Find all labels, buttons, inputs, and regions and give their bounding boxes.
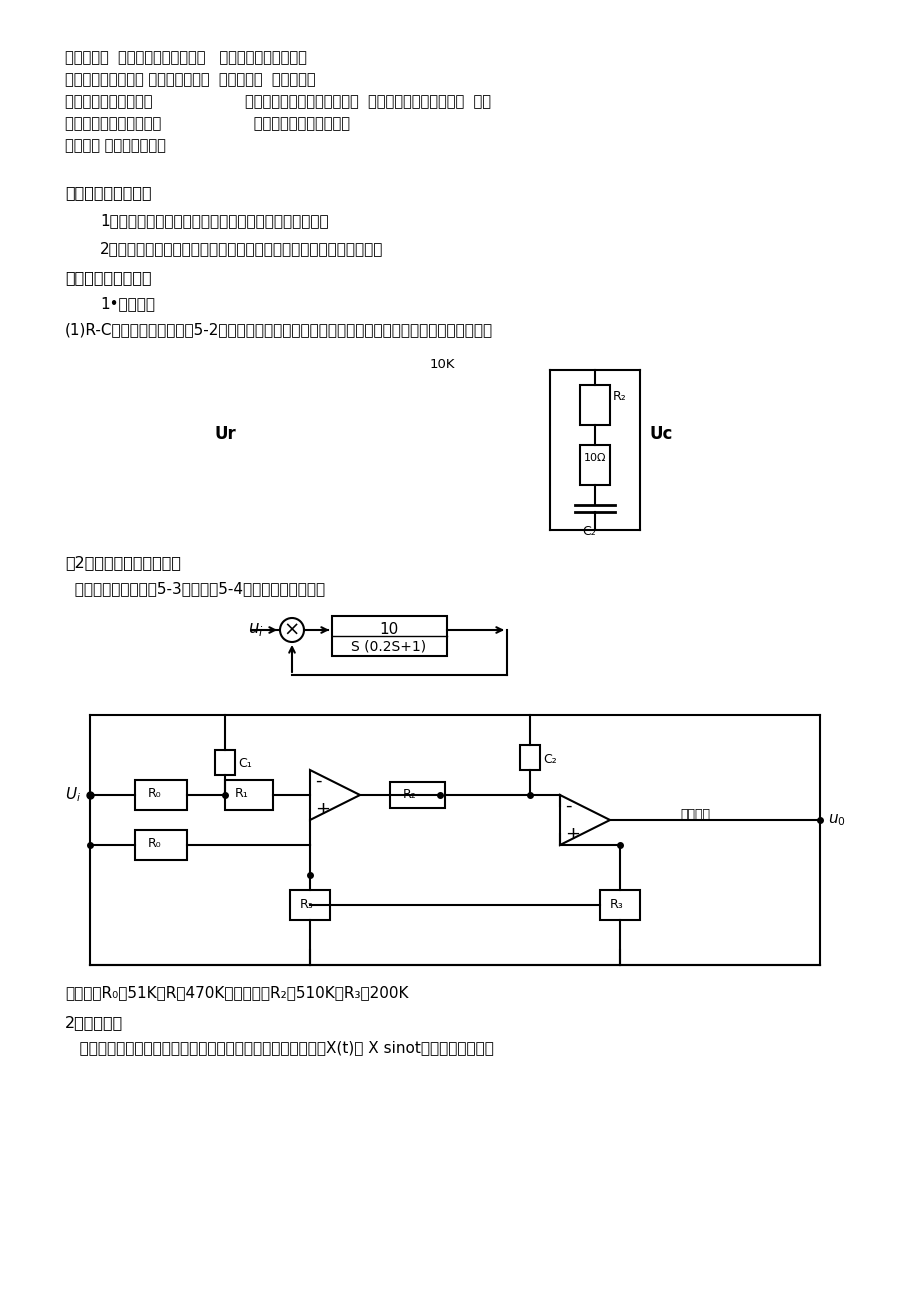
Text: +: + — [314, 799, 330, 818]
Text: （必填）五、实验数据记                    实验结果与分析（必填）: （必填）五、实验数据记 实验结果与分析（必填） — [65, 116, 349, 132]
Text: 二、实验内容和原理: 二、实验内容和原理 — [65, 270, 152, 285]
Text: R₃: R₃ — [609, 898, 623, 911]
Text: ×: × — [283, 621, 300, 639]
Text: Uc: Uc — [650, 424, 673, 443]
Text: 接示波器: 接示波器 — [679, 809, 709, 822]
Text: +: + — [564, 825, 579, 842]
Text: $u_i$: $u_i$ — [248, 620, 264, 638]
Text: -: - — [564, 797, 571, 815]
Text: 对于稳定的线性定常系统或环节，当其输入端加入一正弦信号X(t)＝ X sinot，它的稳态输出是: 对于稳定的线性定常系统或环节，当其输入端加入一正弦信号X(t)＝ X sinot… — [65, 1040, 494, 1055]
Text: R₁: R₁ — [234, 786, 248, 799]
Text: S (0.2S+1): S (0.2S+1) — [351, 641, 426, 654]
Bar — [599, 891, 640, 921]
Bar — [519, 745, 539, 769]
Text: 1•实验内容: 1•实验内容 — [100, 296, 154, 311]
Text: (1)R-C网络的频率特性。图5-2为滞后一超前校正网络的接线图，分别测试其幅频特性和相频特性。: (1)R-C网络的频率特性。图5-2为滞后一超前校正网络的接线图，分别测试其幅频… — [65, 322, 493, 337]
Text: R₂: R₂ — [612, 391, 626, 404]
Text: 2．实验原理: 2．实验原理 — [65, 1016, 123, 1030]
Bar — [135, 829, 187, 861]
Text: C₁: C₁ — [238, 756, 252, 769]
Text: R₂: R₂ — [403, 788, 416, 801]
Text: $u_0$: $u_0$ — [827, 812, 845, 828]
Bar — [390, 783, 445, 809]
Text: C₂: C₂ — [582, 525, 596, 538]
Bar — [225, 780, 273, 810]
Text: R₀: R₀ — [148, 786, 162, 799]
Bar — [215, 750, 234, 775]
Bar — [332, 616, 447, 656]
Text: R₃: R₃ — [300, 898, 313, 911]
Bar — [579, 385, 609, 424]
Text: C₂: C₂ — [542, 753, 556, 766]
Text: 2．根据所测得的频率特性，作出伯德图，据此求得环节的传递函数。: 2．根据所测得的频率特性，作出伯德图，据此求得环节的传递函数。 — [100, 241, 383, 256]
Text: 被测的二阶系统如图5-3所示，图5-4为它的模拟电路图。: 被测的二阶系统如图5-3所示，图5-4为它的模拟电路图。 — [65, 581, 324, 596]
Text: $U_i$: $U_i$ — [65, 785, 81, 805]
Text: 取参考值R₀＝51K，R接470K的电位器，R₂＝510K，R₃＝200K: 取参考值R₀＝51K，R接470K的电位器，R₂＝510K，R₃＝200K — [65, 986, 408, 1000]
Text: 10K: 10K — [429, 358, 455, 371]
Text: 10Ω: 10Ω — [584, 453, 606, 464]
Bar — [579, 445, 609, 486]
Text: 1．掌握用李沙育图形法，测量各典型环节的频率特性；: 1．掌握用李沙育图形法，测量各典型环节的频率特性； — [100, 214, 328, 228]
Bar — [289, 891, 330, 921]
Text: 课程名称：  实验名称：控制理论乙   指导老师：＿成绩：一: 课程名称： 实验名称：控制理论乙 指导老师：＿成绩：一 — [65, 49, 307, 65]
Text: R₀: R₀ — [148, 837, 162, 850]
Text: 填）三、主要仪器设备                    二、实验内容和原理（必填）  四、操作方法和实验步骤  六、: 填）三、主要仪器设备 二、实验内容和原理（必填） 四、操作方法和实验步骤 六、 — [65, 94, 491, 109]
Text: 录和处理 七、讨论、心得: 录和处理 七、讨论、心得 — [65, 138, 165, 154]
Text: 一、实验目的和要求 频率特性的测量  实验类型：  同组学生：: 一、实验目的和要求 频率特性的测量 实验类型： 同组学生： — [65, 72, 315, 87]
Text: （2）闭环频率特性的测试: （2）闭环频率特性的测试 — [65, 555, 181, 570]
Bar — [135, 780, 187, 810]
Text: -: - — [314, 772, 321, 790]
Text: 10: 10 — [379, 622, 398, 637]
Text: 一、实验目的和要求: 一、实验目的和要求 — [65, 185, 152, 201]
Text: Ur: Ur — [215, 424, 236, 443]
